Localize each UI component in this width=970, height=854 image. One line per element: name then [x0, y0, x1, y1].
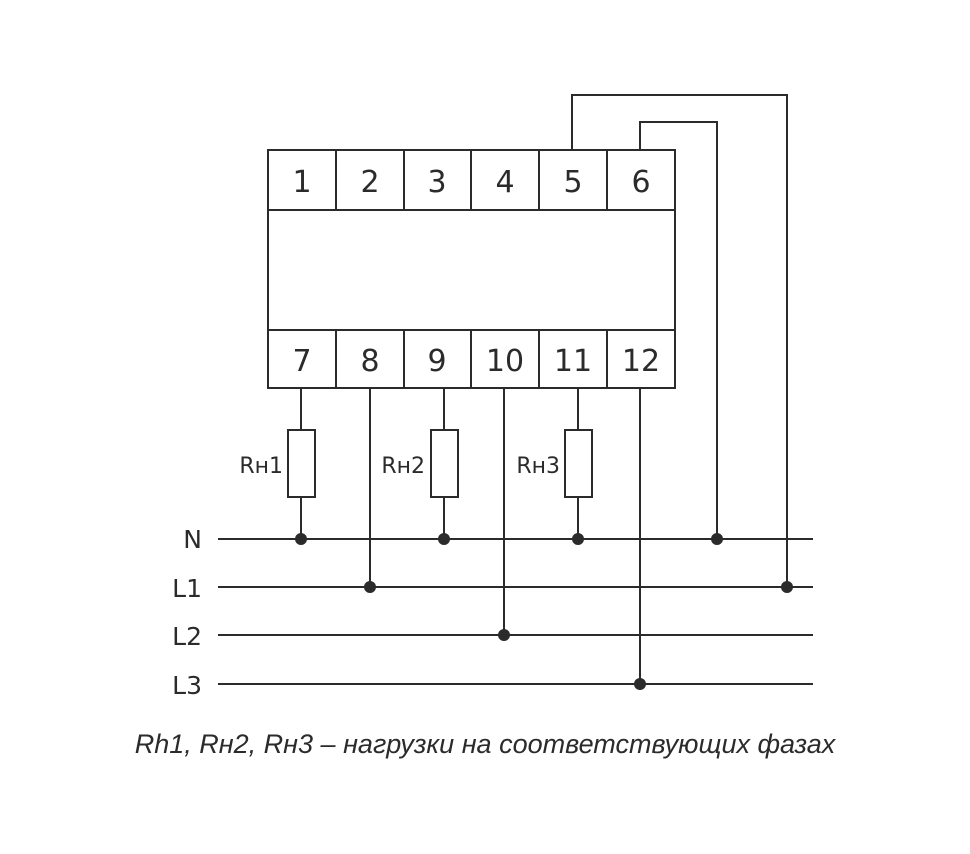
- resistor-label-rh1: Rн1: [239, 454, 283, 479]
- junction-dot: [711, 533, 723, 545]
- junction-dot: [781, 581, 793, 593]
- terminal-10: 10: [486, 344, 524, 379]
- bus-label-L1: L1: [172, 574, 202, 603]
- terminal-9: 9: [427, 344, 446, 379]
- resistor-rh3: [564, 429, 593, 498]
- bus-label-N: N: [183, 525, 202, 554]
- caption: Rh1, Rн2, Rн3 – нагрузки на соответствую…: [135, 729, 837, 759]
- terminal-3: 3: [427, 165, 446, 200]
- terminal-12: 12: [622, 344, 660, 379]
- junction-dot: [295, 533, 307, 545]
- wire-terminal-5-to-L1: [571, 94, 788, 587]
- junction-dot: [438, 533, 450, 545]
- wire-terminal-6-to-N: [639, 121, 718, 539]
- terminal-7: 7: [292, 344, 311, 379]
- junction-dot: [498, 629, 510, 641]
- junction-dot: [634, 678, 646, 690]
- terminal-5: 5: [563, 165, 582, 200]
- resistor-label-rh2: Rн2: [381, 454, 425, 479]
- junction-dot: [572, 533, 584, 545]
- bus-label-L3: L3: [172, 671, 202, 700]
- terminal-separators: [335, 150, 608, 388]
- terminal-2: 2: [360, 165, 379, 200]
- bus-label-L2: L2: [172, 622, 202, 651]
- junction-dot: [364, 581, 376, 593]
- terminal-1: 1: [292, 165, 311, 200]
- resistor-rh2: [430, 429, 459, 498]
- terminal-6: 6: [631, 165, 650, 200]
- terminal-4: 4: [495, 165, 514, 200]
- terminal-11: 11: [554, 344, 592, 379]
- resistor-rh1: [287, 429, 316, 498]
- terminal-8: 8: [360, 344, 379, 379]
- resistor-label-rh3: Rн3: [516, 454, 560, 479]
